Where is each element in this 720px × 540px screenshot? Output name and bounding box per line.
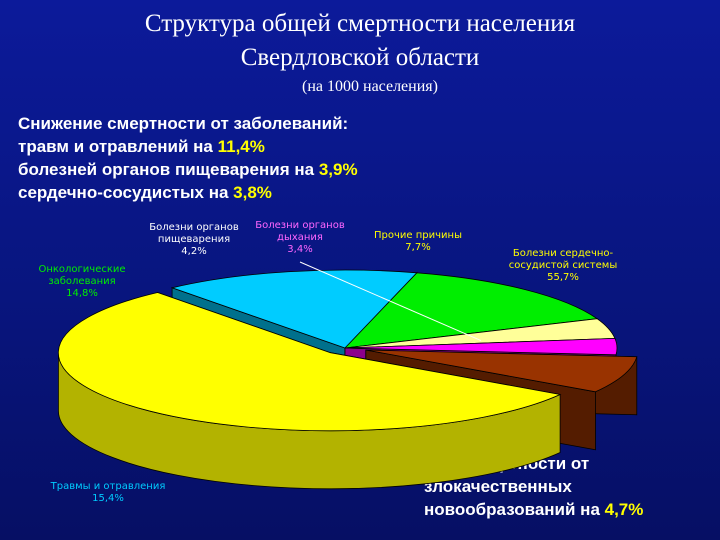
decrease-note-injuries: травм и отравлений на 11,4%	[18, 135, 358, 158]
decrease-note-injuries-value: 11,4%	[217, 137, 265, 156]
increase-note: Рост смертности от злокачественных новоо…	[424, 452, 643, 521]
page-subtitle: (на 1000 населения)	[302, 78, 438, 95]
decrease-note-injuries-text: травм и отравлений на	[18, 137, 218, 156]
pie-labels: Болезни сердечно-сосудистой системы 55,7%…	[38, 220, 617, 504]
decrease-note-cardio: сердечно-сосудистых на 3,8%	[18, 181, 358, 204]
decrease-note-heading: Снижение смертности от заболеваний:	[18, 114, 349, 133]
pie-slices	[57, 269, 638, 490]
pie-label-oncology: Онкологические заболевания 14,8%	[38, 264, 125, 299]
pie-label-injuries: Травмы и отравления 15,4%	[50, 481, 166, 504]
increase-note-line3: новообразований на 4,7%	[424, 498, 643, 521]
decrease-note-digestive-value: 3,9%	[318, 160, 358, 179]
pie-leader-respiratory	[299, 261, 482, 342]
pie-slice-oncology	[343, 272, 599, 349]
pie-label-respiratory: Болезни органов дыхания 3,4%	[255, 220, 345, 255]
pie-label-digestive: Болезни органов пищеварения 4,2%	[149, 222, 239, 257]
pie-slice-injuries	[170, 269, 418, 349]
pie-label-cardiovascular: Болезни сердечно-сосудистой системы 55,7%	[509, 248, 617, 283]
decrease-note-digestive: болезней органов пищеварения на 3,9%	[18, 158, 358, 181]
pie-slice-other	[365, 349, 638, 393]
increase-note-oncology-text: новообразований на	[424, 500, 605, 519]
decrease-note: Снижение смертности от заболеваний: трав…	[18, 112, 358, 204]
pie-slice-cardiovascular	[57, 292, 562, 432]
pie-slice-respiratory	[344, 337, 618, 356]
decrease-note-cardio-value: 3,8%	[233, 183, 272, 202]
increase-note-line2: злокачественных	[424, 477, 572, 496]
pie-label-other: Прочие причины 7,7%	[374, 230, 462, 253]
decrease-note-digestive-text: болезней органов пищеварения на	[18, 160, 319, 179]
page-title-line1: Структура общей смертности населения	[144, 10, 576, 37]
decrease-note-cardio-text: сердечно-сосудистых на	[18, 183, 234, 202]
increase-note-oncology-value: 4,7%	[604, 500, 644, 519]
page-title-line2: Свердловской области	[240, 44, 480, 71]
